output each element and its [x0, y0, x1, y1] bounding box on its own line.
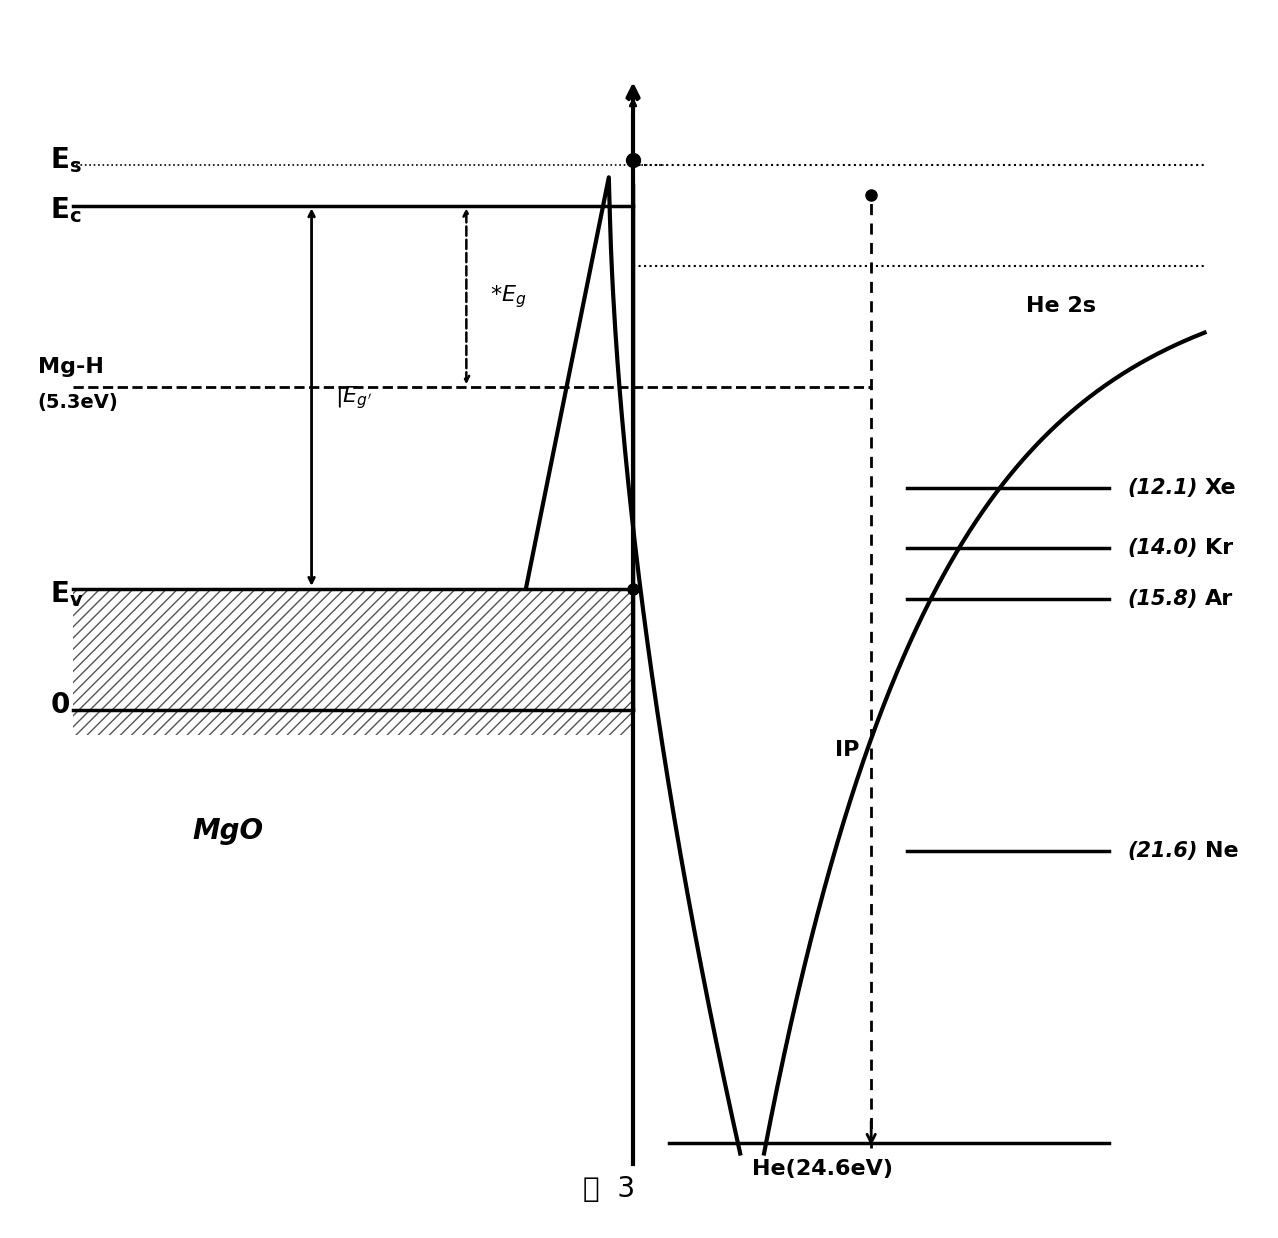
- Text: MgO: MgO: [193, 817, 263, 844]
- Text: 图  3: 图 3: [583, 1175, 635, 1203]
- Text: (21.6): (21.6): [1127, 841, 1197, 860]
- Text: (5.3eV): (5.3eV): [38, 394, 119, 412]
- Text: $\mathbf{E_v}$: $\mathbf{E_v}$: [50, 579, 83, 609]
- Bar: [73, 709, 633, 735]
- Text: Ne: Ne: [1205, 841, 1238, 860]
- Text: (12.1): (12.1): [1127, 478, 1197, 498]
- Bar: [73, 589, 633, 709]
- Text: IP: IP: [836, 740, 860, 760]
- Bar: [73, 589, 633, 709]
- Text: Mg-H: Mg-H: [38, 357, 104, 376]
- Text: $*E_g$: $*E_g$: [491, 282, 527, 310]
- Text: $\mathbf{E_s}$: $\mathbf{E_s}$: [50, 145, 82, 175]
- Text: $\mathbf{E_c}$: $\mathbf{E_c}$: [50, 196, 82, 225]
- Text: $|E_{g^{\prime}}$: $|E_{g^{\prime}}$: [335, 384, 372, 411]
- Text: $\mathbf{0}$: $\mathbf{0}$: [50, 691, 69, 719]
- Text: Xe: Xe: [1205, 478, 1236, 498]
- Text: Ar: Ar: [1205, 589, 1233, 609]
- Text: (15.8): (15.8): [1127, 589, 1197, 609]
- Bar: [73, 709, 633, 735]
- Text: He 2s: He 2s: [1026, 296, 1097, 317]
- Text: Kr: Kr: [1205, 539, 1233, 558]
- Text: (14.0): (14.0): [1127, 539, 1197, 558]
- Text: He(24.6eV): He(24.6eV): [753, 1159, 893, 1179]
